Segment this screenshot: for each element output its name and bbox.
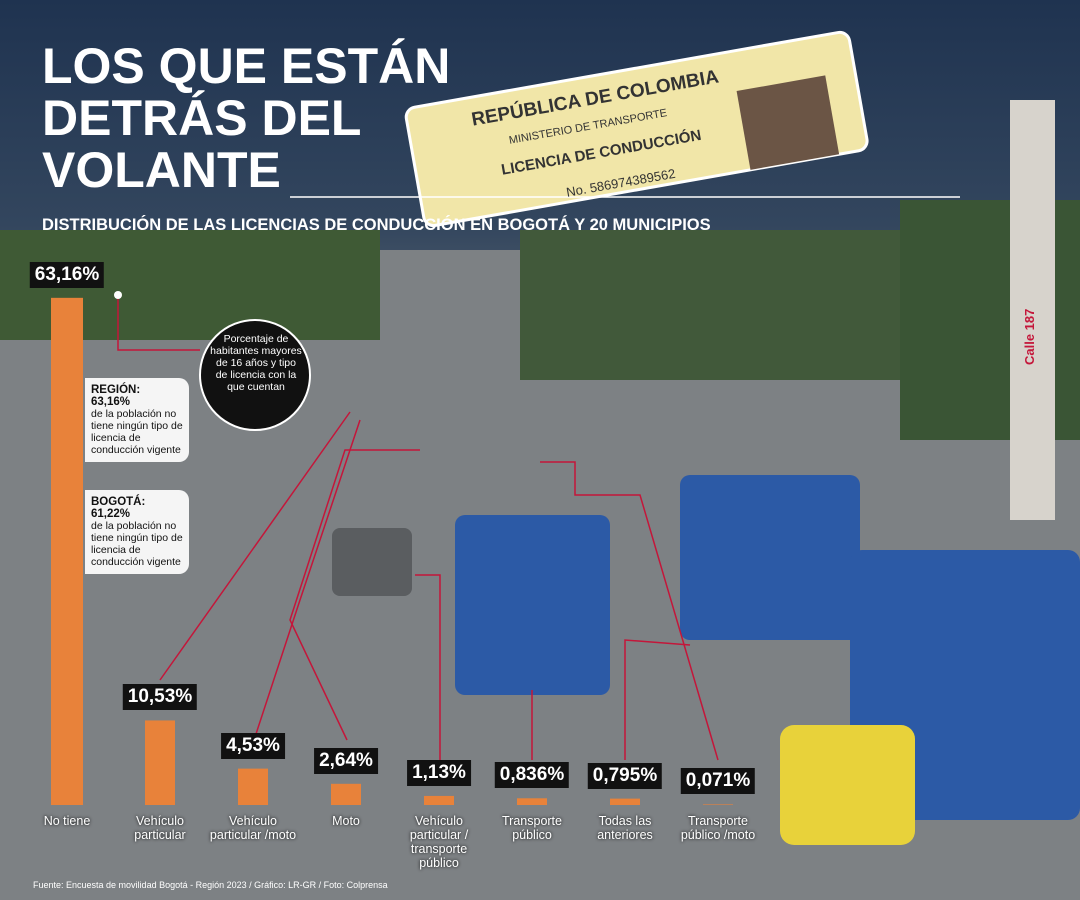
category-label: Transporte público /moto [680, 814, 756, 842]
bar [238, 768, 268, 805]
sign-pole [1010, 100, 1055, 520]
value-label: 1,13% [407, 759, 471, 786]
value-label: 63,16% [29, 261, 105, 288]
title: LOS QUE ESTÁN DETRÁS DEL VOLANTE [42, 38, 451, 198]
value-label: 4,53% [221, 732, 285, 759]
category-label: Vehículo particular /moto [209, 814, 297, 842]
category-label: Todas las anteriores [597, 814, 653, 842]
value-label: 2,64% [314, 747, 378, 774]
bar [703, 804, 733, 805]
card [404, 30, 869, 228]
subtitle: DISTRIBUCIÓN DE LAS LICENCIAS DE CONDUCC… [42, 216, 711, 234]
callout-text: Porcentaje de habitantes mayores de 16 a… [210, 333, 302, 393]
card-photo [736, 75, 840, 170]
bogota-value: 61,22% [91, 508, 131, 520]
bogota-head: BOGOTÁ: [91, 496, 146, 508]
taxi [780, 725, 915, 845]
region-value: 63,16% [91, 396, 131, 408]
value-label: 0,836% [494, 762, 570, 789]
callout-circle [199, 319, 311, 431]
region-text: de la población no tiene ningún tipo de … [91, 408, 183, 456]
region-box: REGIÓN: 63,16% de la población no tiene … [85, 378, 189, 462]
region-head: REGIÓN: [91, 384, 141, 396]
bar [424, 795, 454, 805]
source: Fuente: Encuesta de movilidad Bogotá - R… [33, 880, 388, 890]
license-card [404, 30, 869, 228]
bar [517, 798, 547, 805]
category-label: Moto [332, 814, 360, 828]
value-label: 0,071% [680, 768, 756, 795]
bus [680, 475, 860, 640]
bus [455, 515, 610, 695]
bogota-text: de la población no tiene ningún tipo de … [91, 520, 183, 568]
bar [331, 783, 361, 805]
connectors [117, 295, 719, 761]
bar [610, 798, 640, 805]
trees [520, 230, 900, 380]
category-label: Vehículo particular / transporte público [409, 814, 469, 870]
value-label: 10,53% [122, 684, 198, 711]
category-label: No tiene [43, 814, 91, 828]
bogota-box: BOGOTÁ: 61,22% de la población no tiene … [85, 490, 189, 574]
street-sign: Calle 187 [1022, 308, 1037, 365]
value-label: 0,795% [587, 762, 663, 789]
car [332, 528, 412, 596]
category-label: Transporte público [502, 814, 562, 842]
callout-dot [114, 291, 122, 299]
category-label: Vehículo particular [134, 814, 186, 842]
bar [145, 720, 175, 805]
bar [51, 297, 83, 805]
